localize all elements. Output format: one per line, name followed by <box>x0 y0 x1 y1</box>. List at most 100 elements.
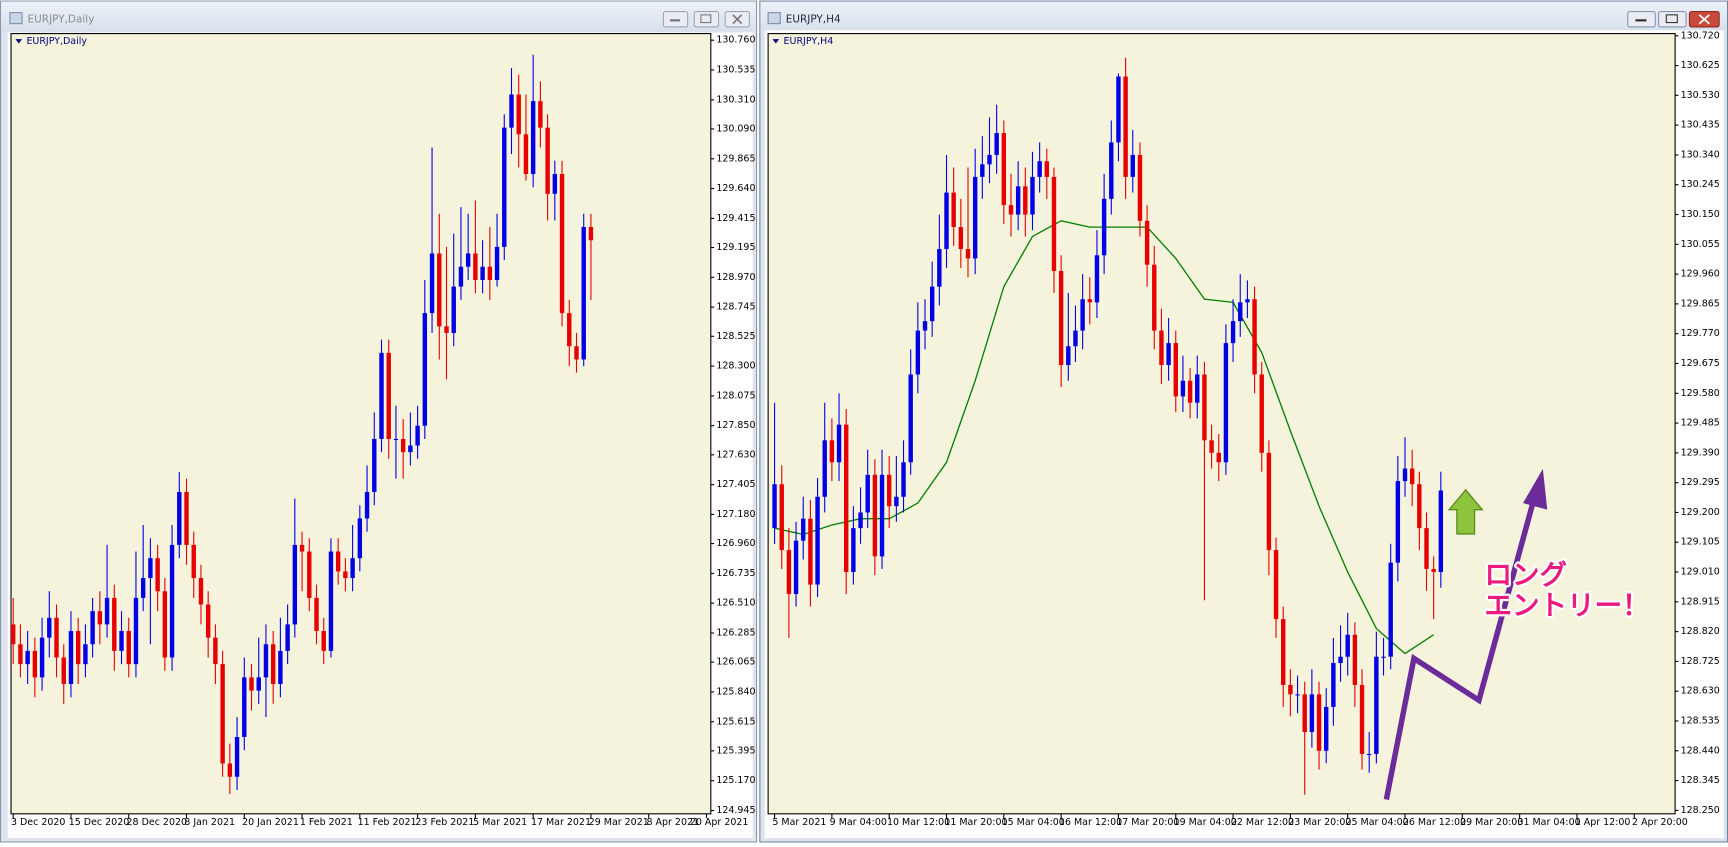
candle-body <box>25 650 30 665</box>
y-tick-label: 130.150 <box>1681 209 1720 220</box>
y-tick-label: 128.535 <box>1681 716 1720 727</box>
y-tick-label: 130.535 <box>716 65 755 76</box>
candle-body <box>972 176 978 259</box>
candle-body <box>1395 481 1401 563</box>
x-tick-label: 11 Feb 2021 <box>358 817 417 828</box>
candle-body <box>184 491 189 545</box>
candle-body <box>1259 374 1264 453</box>
candle-body <box>437 253 442 327</box>
candle-body <box>1266 452 1272 551</box>
candle-body <box>1345 634 1350 657</box>
candle-body <box>965 249 971 259</box>
candle-body <box>1037 161 1042 177</box>
x-tick-label: 10 Mar 12:00 <box>887 817 950 828</box>
candle-body <box>451 286 456 333</box>
candle-body <box>198 578 204 605</box>
candle-body <box>227 763 233 777</box>
y-tick-label: 129.960 <box>1681 269 1720 280</box>
window-h4: EURJPY,H4 EURJPY,H4 <box>759 0 1728 843</box>
candle-body <box>321 631 326 651</box>
candle-body <box>47 617 52 638</box>
y-tick-label: 129.105 <box>1681 537 1720 548</box>
candle-body <box>588 226 594 241</box>
y-tick-label: 129.640 <box>716 183 755 194</box>
window-buttons[interactable] <box>662 10 750 28</box>
y-tick-label: 129.200 <box>1681 507 1720 518</box>
candle-body <box>379 352 384 439</box>
candle-body <box>126 631 131 665</box>
candle-body <box>328 551 334 651</box>
x-tick-label: 2 Apr 20:00 <box>1632 817 1688 828</box>
y-tick-label: 128.300 <box>716 361 755 372</box>
candle-body <box>836 424 842 463</box>
candle-body <box>901 462 906 497</box>
candle-body <box>1273 550 1279 620</box>
x-tick-label: 9 Mar 04:00 <box>830 817 887 828</box>
candle-body <box>545 127 550 194</box>
close-icon <box>732 14 743 25</box>
candle-body <box>1288 684 1293 695</box>
y-tick-label: 124.945 <box>716 805 755 816</box>
candle-body <box>234 736 240 777</box>
x-tick-label: 11 Mar 20:00 <box>944 817 1007 828</box>
h4-chart: 130.720 130.625 130.530 130.435 130.340 130.2… <box>772 30 1720 828</box>
green-up-arrow <box>1447 488 1484 535</box>
candle-body <box>1230 321 1236 344</box>
candle-body <box>487 266 493 280</box>
x-tick-label: 15 Dec 2020 <box>69 817 130 828</box>
y-tick-label: 127.180 <box>716 509 755 520</box>
candle-body <box>1252 299 1257 375</box>
candle-body <box>1073 330 1078 347</box>
candle-body <box>1094 255 1100 303</box>
plot-area <box>767 33 1676 815</box>
candle-body <box>458 266 464 287</box>
candle-body <box>213 637 218 665</box>
candle-body <box>1144 220 1150 265</box>
candle-body <box>1281 619 1286 685</box>
candle-body <box>958 227 964 250</box>
candle-body <box>1180 380 1186 397</box>
restore-button[interactable] <box>693 10 720 28</box>
candle-body <box>1130 154 1135 177</box>
y-tick-label: 128.820 <box>1681 626 1720 637</box>
candle-body <box>865 474 870 513</box>
candle-body <box>1202 374 1207 441</box>
y-tick-label: 128.915 <box>1681 596 1720 607</box>
y-tick-label: 130.435 <box>1681 120 1720 131</box>
restore-icon <box>700 14 712 24</box>
candle-body <box>270 644 276 685</box>
y-tick-label: 130.625 <box>1681 60 1720 71</box>
y-tick-label: 130.720 <box>1681 30 1720 41</box>
candle-body <box>112 597 117 651</box>
y-tick-label: 129.675 <box>1681 358 1720 369</box>
candle-body <box>422 313 428 426</box>
candle-body <box>1295 694 1300 696</box>
candle-body <box>465 253 471 267</box>
candle-body <box>1173 343 1178 397</box>
x-tick-label: 20 Apr 2021 <box>690 817 749 828</box>
annotation-text: エントリー！ <box>1484 590 1649 622</box>
candle-body <box>944 192 949 250</box>
candle-body <box>1424 528 1429 569</box>
candle-body <box>1051 176 1057 271</box>
y-tick-label: 129.295 <box>1681 477 1720 488</box>
candle-body <box>357 518 363 559</box>
candle-body <box>886 474 892 507</box>
title-bar <box>760 1 1727 32</box>
candle-body <box>480 266 485 280</box>
candle-body <box>408 445 413 453</box>
minimize-icon <box>670 19 680 22</box>
candle-body <box>205 604 211 638</box>
minimize-icon <box>1635 19 1647 22</box>
restore-button[interactable] <box>1658 10 1687 28</box>
title-bar <box>1 1 756 32</box>
x-tick-label: 28 Dec 2020 <box>127 817 188 828</box>
y-tick-label: 126.960 <box>716 538 755 549</box>
chart-label: EURJPY,H4 <box>784 36 834 47</box>
candle-body <box>808 518 813 585</box>
y-tick-label: 130.760 <box>716 35 755 46</box>
candle-body <box>393 438 399 441</box>
window-buttons[interactable] <box>1627 10 1720 28</box>
candle-body <box>1195 374 1200 403</box>
y-tick-label: 130.245 <box>1681 179 1720 190</box>
